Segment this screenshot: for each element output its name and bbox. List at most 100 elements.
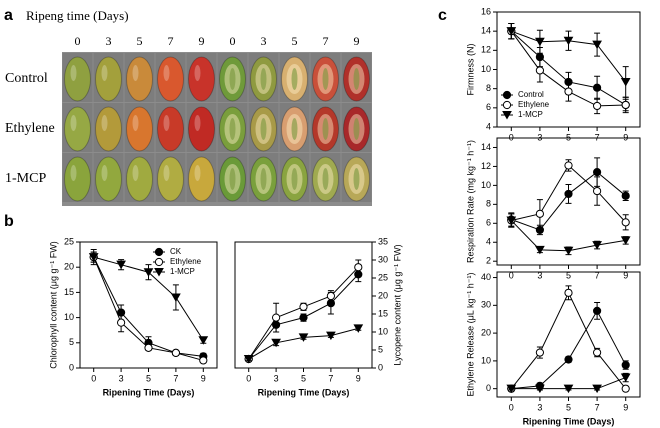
x-tick-label: 5 [566,270,571,280]
data-point [535,37,545,47]
data-point [198,336,209,345]
x-tick-label: 7 [595,270,600,280]
fruit-highlight [194,65,201,81]
fruit [64,106,91,152]
data-point [593,101,602,111]
fruit [95,156,122,202]
y-tick-label: 40 [481,272,491,282]
x-tick-label: 7 [595,132,600,142]
y-tick-label: 14 [481,142,491,152]
fruit-core [322,118,329,140]
fruit-highlight [132,165,139,181]
fruit-core [353,68,360,90]
fruit [126,56,153,102]
data-point [593,306,602,315]
y-tick-label: 0 [69,362,74,372]
fruit [157,106,184,152]
data-point [620,236,631,245]
x-tick-label: 0 [246,373,251,383]
fruit [95,56,122,102]
legend-marker [502,111,512,120]
fruit-highlight [163,165,170,181]
fruit-core [229,168,236,190]
data-point [506,27,517,36]
data-point [299,302,308,311]
x-tick-label: 7 [595,402,600,412]
y-tick-label: 6 [486,102,491,112]
fruit-core [291,168,298,190]
data-point [171,293,181,302]
fruit-core [353,168,360,190]
fruit-highlight [70,115,77,131]
fruit-highlight [70,165,77,181]
x-tick-label: 0 [509,132,514,142]
data-point [535,66,545,75]
data-point [564,355,573,364]
y-tick-label: 14 [481,26,491,36]
fruit [126,106,153,152]
y-axis-title: Lycopene content (μg g⁻¹ FW) [392,244,402,365]
row-label: Control [5,71,48,86]
y-tick-label: 12 [481,45,491,55]
panel-label: b [4,213,14,230]
data-point [326,331,336,341]
y-axis-title: Chlorophyll content (μg g⁻¹ FW) [48,241,58,368]
y-tick-label: 5 [378,344,383,354]
panel-label: c [438,7,447,24]
data-point [299,313,308,322]
y-axis-title: Firmness (N) [465,44,475,96]
series-line [511,309,627,390]
fruit-highlight [163,65,170,81]
x-tick-label: 9 [201,373,206,383]
y-tick-label: 30 [378,254,388,264]
column-label: 9 [199,34,205,48]
y-tick-label: 15 [378,308,388,318]
x-tick-label: 3 [537,402,542,412]
y-tick-label: 10 [378,326,388,336]
x-tick-label: 3 [274,373,279,383]
fruit-highlight [70,65,77,81]
data-point [144,343,153,352]
fruit-highlight [101,65,108,81]
data-point [506,384,517,394]
y-tick-label: 0 [378,362,383,372]
y-tick-label: 4 [486,121,491,131]
x-tick-label: 0 [509,402,514,412]
data-point [620,77,631,87]
y-tick-label: 20 [481,327,491,337]
fruit [188,106,215,152]
x-tick-label: 5 [566,132,571,142]
y-tick-label: 4 [486,237,491,247]
y-tick-label: 16 [481,6,491,16]
fruit-core [322,68,329,90]
legend-label: 1-MCP [170,267,195,276]
y-tick-label: 8 [486,83,491,93]
row-label: Ethylene [5,121,55,136]
fruit-core [260,118,267,140]
x-tick-label: 9 [356,373,361,383]
fruit [126,156,153,202]
data-point [621,100,630,110]
data-point [621,360,630,370]
column-label: 5 [292,34,298,48]
data-point [592,384,602,394]
fruit [188,156,215,202]
x-tick-label: 3 [537,132,542,142]
y-axis-title: Ethylene Release (μL kg⁻¹ h⁻¹) [465,273,475,397]
x-axis-title: Ripening Time (Days) [523,416,615,426]
data-point [143,268,154,277]
legend-marker [502,90,512,100]
data-point [564,189,573,199]
y-tick-label: 20 [64,262,74,272]
row-label: 1-MCP [5,171,46,186]
fruit [157,156,184,202]
column-label: 7 [323,34,329,48]
x-tick-label: 7 [328,373,333,383]
data-point [563,36,574,46]
series-line [248,266,359,360]
y-tick-label: 8 [486,199,491,209]
data-point [593,186,602,196]
x-tick-label: 7 [173,373,178,383]
legend-label: Ethylene [170,257,202,266]
series-line [510,291,627,389]
